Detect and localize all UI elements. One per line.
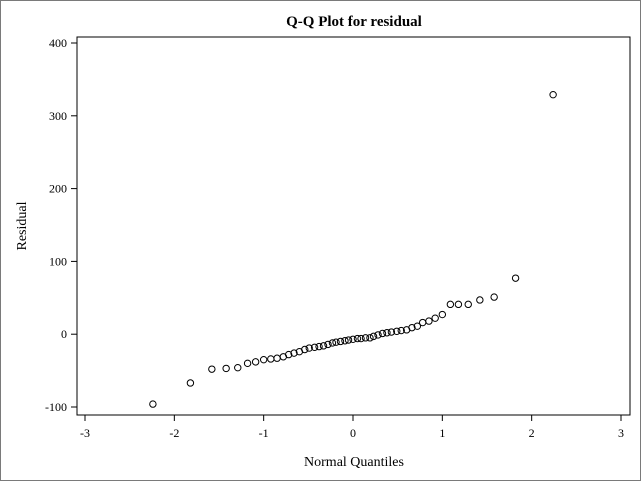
y-tick-label: 200 (49, 182, 67, 196)
x-tick-label: 3 (618, 426, 624, 440)
data-point (186, 379, 195, 387)
data-point (259, 355, 268, 364)
data-point (243, 359, 252, 368)
data-point (319, 342, 328, 350)
data-point (490, 293, 498, 301)
data-point (332, 338, 340, 346)
data-point (446, 300, 455, 309)
data-point (397, 326, 405, 335)
y-tick-label: 100 (49, 254, 67, 268)
data-point (344, 336, 353, 344)
data-point (393, 327, 401, 335)
data-point (511, 274, 520, 282)
data-point (413, 322, 422, 330)
y-tick-label: 300 (49, 109, 67, 123)
data-point (378, 329, 387, 338)
x-axis-label: Normal Quantiles (304, 455, 404, 470)
data-point (408, 323, 416, 332)
y-tick-label: 400 (49, 36, 67, 50)
data-point (425, 317, 433, 325)
data-point (366, 334, 374, 342)
data-point (374, 331, 382, 339)
data-points (149, 90, 557, 408)
data-point (361, 334, 370, 342)
data-point (310, 343, 319, 352)
data-point (208, 365, 216, 373)
data-point (357, 334, 365, 343)
chart-title: Q-Q Plot for residual (286, 14, 422, 30)
x-axis: -3 -2 -1 0 1 2 3 (80, 415, 624, 440)
data-point (369, 332, 378, 341)
data-point (349, 335, 357, 343)
data-point (328, 339, 337, 347)
data-point (454, 300, 463, 309)
y-tick-label: -100 (45, 400, 67, 414)
data-point (305, 344, 313, 352)
data-point (476, 296, 484, 304)
data-point (438, 310, 447, 319)
data-point (234, 363, 242, 372)
data-point (267, 355, 275, 363)
data-point (387, 328, 396, 336)
data-point (222, 364, 230, 373)
data-point (383, 329, 391, 337)
data-point (290, 349, 298, 357)
data-point (336, 337, 345, 346)
y-axis-label: Residual (15, 201, 30, 250)
x-tick-label: -1 (259, 426, 269, 440)
plot-area-border (76, 36, 631, 416)
data-point (341, 337, 349, 345)
data-point (324, 340, 332, 349)
data-point (464, 300, 472, 309)
data-point (149, 400, 157, 408)
y-tick-label: 0 (61, 327, 67, 341)
data-point (418, 318, 427, 327)
data-point (431, 314, 439, 322)
data-point (353, 334, 362, 343)
data-point (273, 354, 281, 362)
x-tick-label: -2 (169, 426, 179, 440)
x-tick-label: 1 (439, 426, 445, 440)
data-point (251, 358, 260, 366)
x-tick-label: 0 (350, 426, 356, 440)
x-tick-label: 2 (529, 426, 535, 440)
y-axis: -100 0 100 200 300 400 (45, 36, 77, 414)
x-tick-label: -3 (80, 426, 90, 440)
data-point (301, 345, 309, 354)
data-point (284, 350, 293, 359)
data-point (549, 90, 557, 99)
data-point (315, 342, 323, 351)
